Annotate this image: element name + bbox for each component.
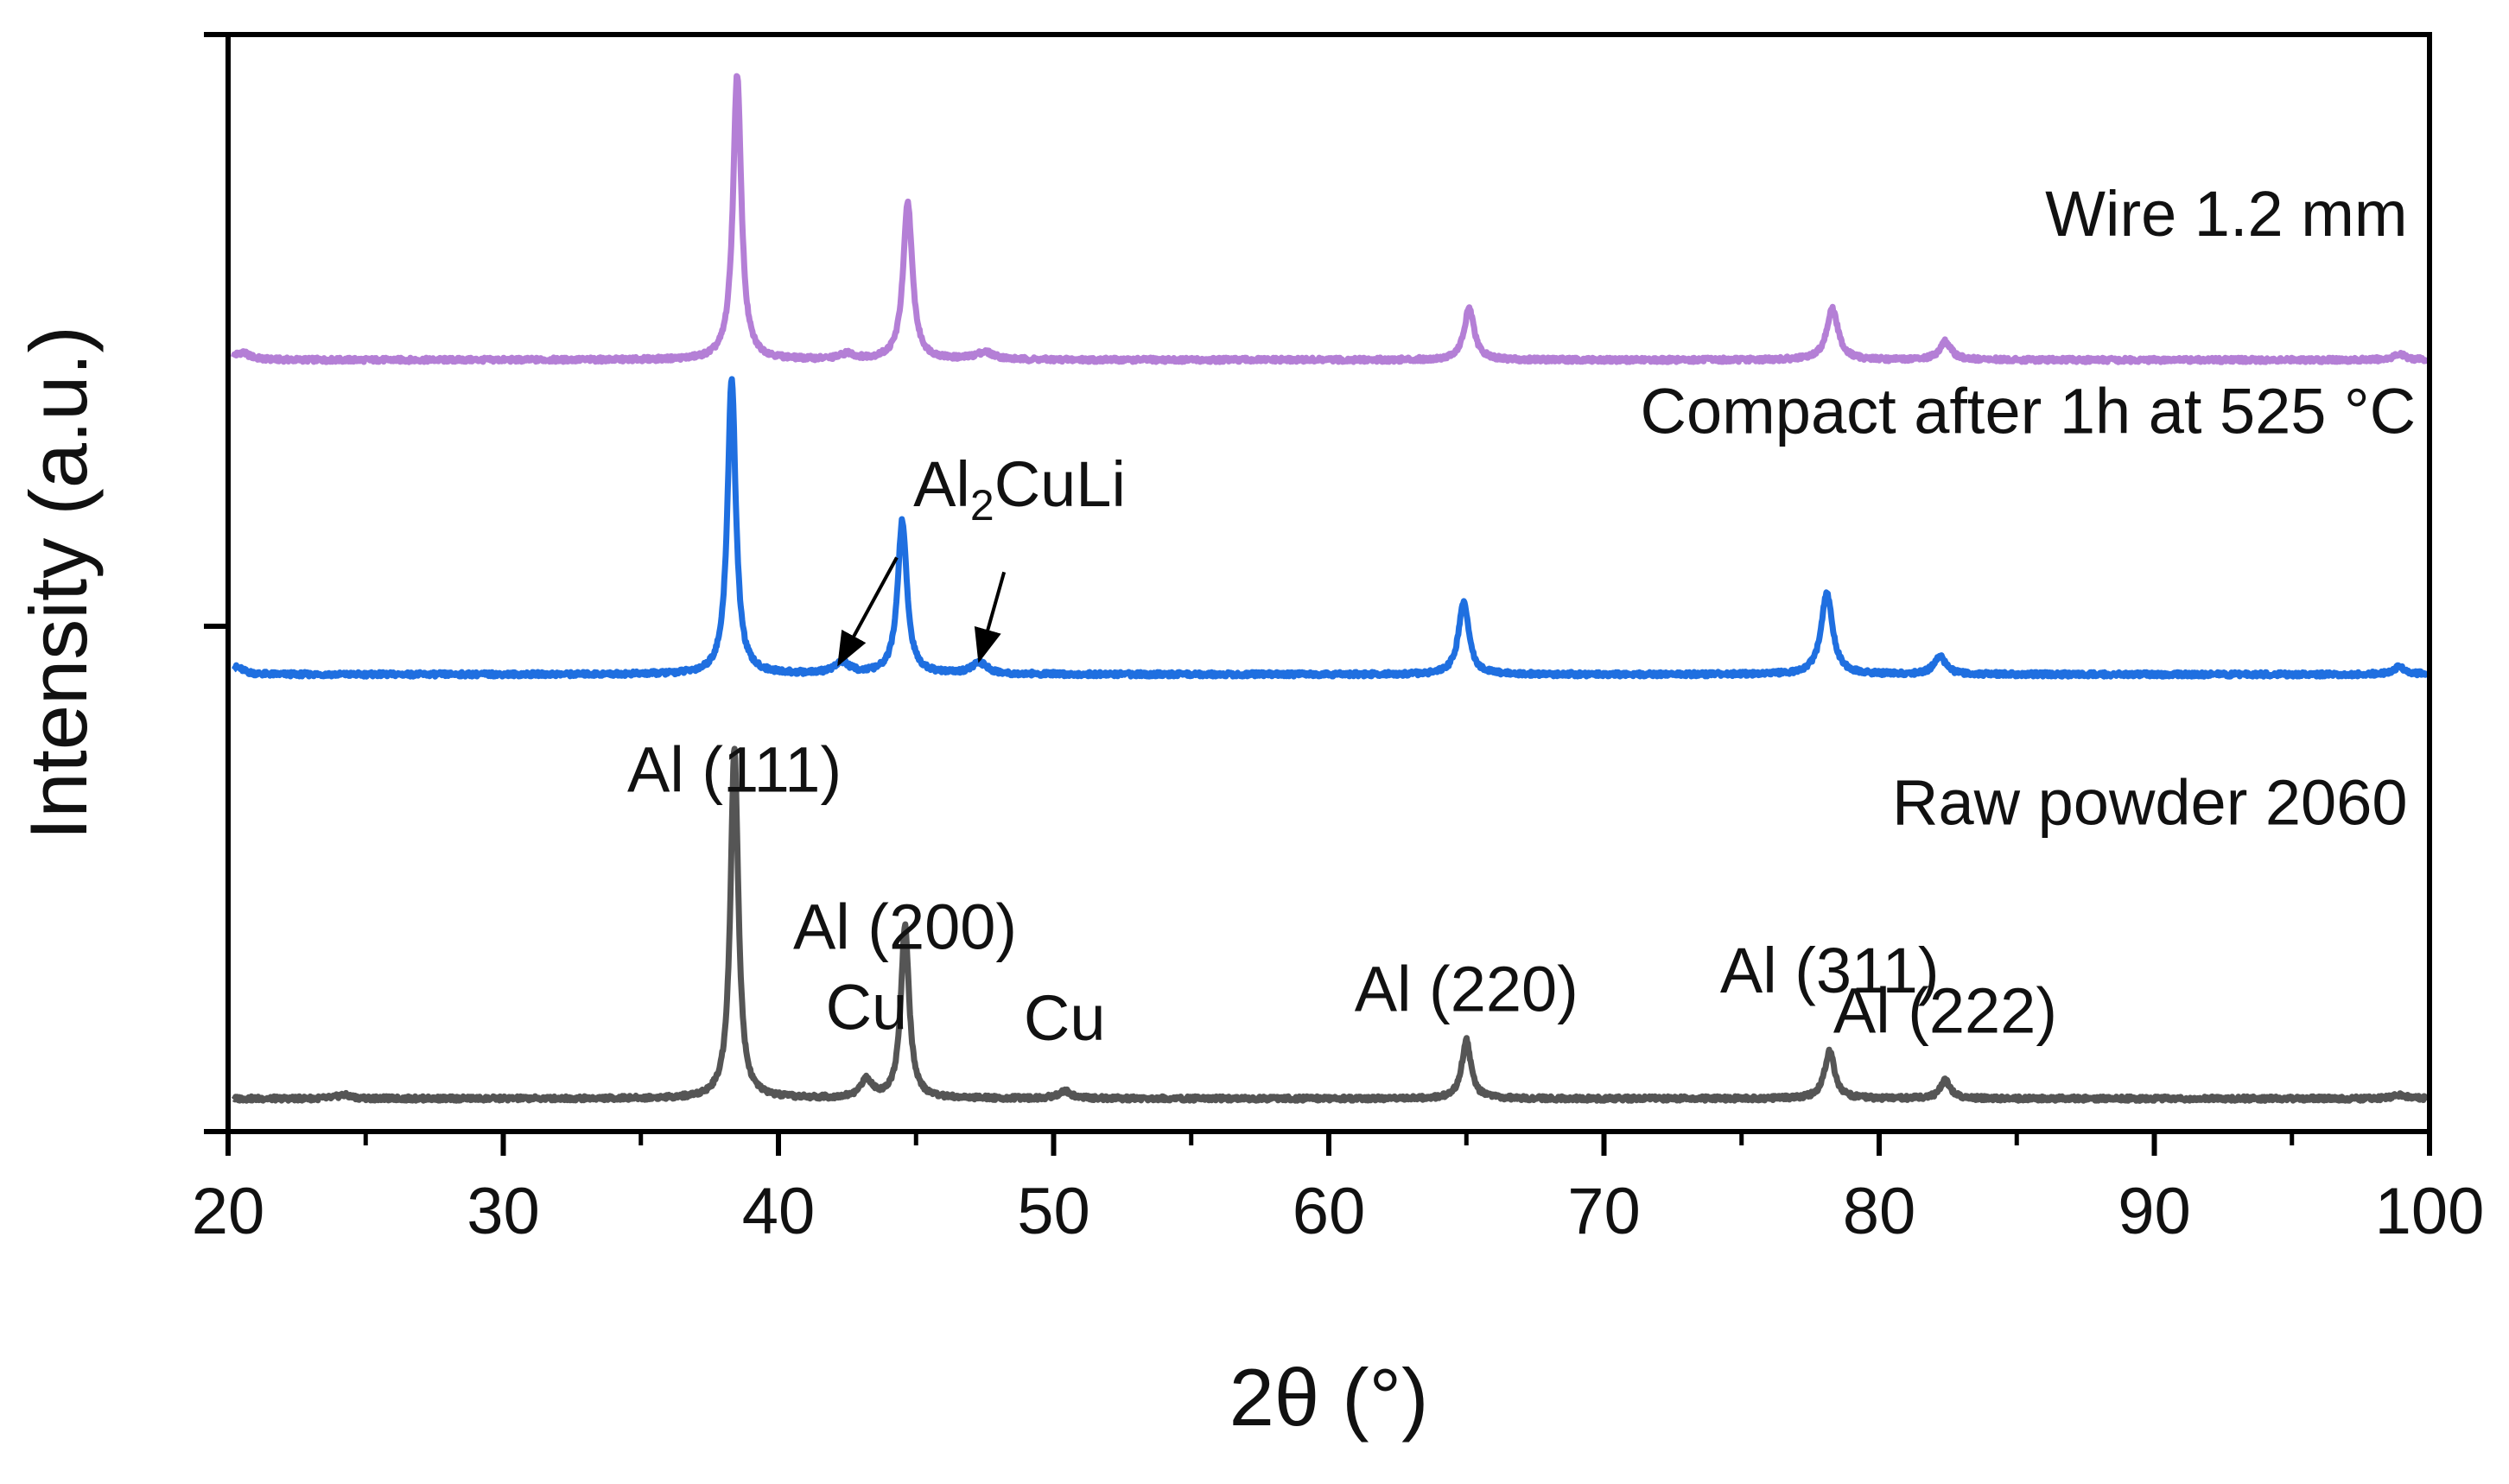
x-tick-label: 50 (1017, 1175, 1090, 1248)
series-label: Compact after 1h at 525 °C (1641, 375, 2417, 447)
phase-label-al2culi: Al2CuLi (913, 448, 1126, 530)
series-label: Raw powder 2060 (1892, 766, 2407, 838)
x-axis-label: 2θ (°) (1229, 1352, 1429, 1443)
x-tick-label: 20 (192, 1175, 265, 1248)
series-label: Wire 1.2 mm (2045, 178, 2407, 250)
peak-label: Cu (826, 971, 908, 1043)
phase-arrow (837, 556, 899, 667)
labels-layer: Wire 1.2 mm Compact after 1h at 525 °C Raw… (627, 178, 2416, 1054)
peak-label: Al (220) (1355, 953, 1578, 1024)
x-tick-label: 90 (2118, 1175, 2191, 1248)
peak-label: Al (311) (1720, 935, 1940, 1006)
phase-arrow (974, 571, 1007, 663)
y-axis-label: Intensity (a.u.) (13, 326, 104, 840)
x-tick-label: 30 (467, 1175, 540, 1248)
series-line (231, 376, 2430, 680)
x-tick-label: 70 (1567, 1175, 1641, 1248)
x-tick-label: 80 (1843, 1175, 1916, 1248)
peak-label: Cu (1024, 982, 1106, 1054)
peak-label: Al (111) (627, 733, 842, 805)
x-tick-label: 40 (742, 1175, 816, 1248)
ticks-layer: 20 30 40 50 60 70 80 90 100 (192, 32, 2485, 1248)
series-line (231, 73, 2430, 365)
peak-label: Al (200) (793, 891, 1017, 962)
series-layer (231, 73, 2430, 1104)
peak-label: Al (222) (1833, 975, 2057, 1047)
x-tick-label: 100 (2375, 1175, 2485, 1248)
series-line (231, 745, 2430, 1104)
x-tick-label: 60 (1293, 1175, 1366, 1248)
